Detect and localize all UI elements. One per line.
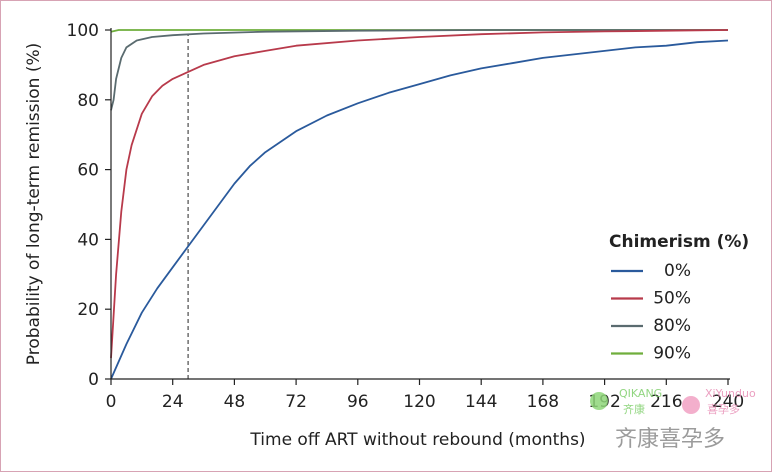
watermark: QIKANG 齐康 XiYunduo 喜孕多 齐康喜孕多 <box>590 387 756 452</box>
legend: Chimerism (%) 0% 50% 80% 90% <box>609 232 749 364</box>
axes: 020406080100024487296120144168192216240 <box>67 21 745 412</box>
y-tick-label: 40 <box>77 230 99 250</box>
series-line-50pct <box>110 29 729 359</box>
watermark-brand-cn: 齐康喜孕多 <box>615 427 725 452</box>
legend-label: 50% <box>653 289 691 309</box>
legend-title: Chimerism (%) <box>609 232 749 252</box>
plot-area <box>110 29 729 380</box>
watermark-brand-cn-small-1: 齐康 <box>623 402 645 416</box>
legend-label: 0% <box>664 261 691 281</box>
x-tick-label: 120 <box>403 392 435 412</box>
y-tick-label: 20 <box>77 300 99 320</box>
y-axis-title: Probability of long-term remission (%) <box>24 43 44 365</box>
watermark-brand-latin-2: XiYunduo <box>705 387 756 400</box>
series-line-0pct <box>110 39 729 380</box>
x-tick-label: 144 <box>465 392 497 412</box>
x-tick-label: 216 <box>650 392 682 412</box>
watermark-brand-latin: QIKANG <box>619 387 662 400</box>
x-tick-label: 24 <box>162 392 184 412</box>
watermark-brand-cn-small-2: 喜孕多 <box>707 402 740 416</box>
y-tick-label: 80 <box>77 91 99 111</box>
series-line-80pct <box>110 29 728 111</box>
watermark-logo-pink-icon <box>682 396 700 414</box>
x-tick-label: 96 <box>347 392 369 412</box>
x-tick-label: 240 <box>712 392 744 412</box>
y-tick-label: 60 <box>77 161 99 181</box>
x-tick-label: 168 <box>527 392 559 412</box>
y-tick-label: 0 <box>88 370 99 390</box>
legend-label: 80% <box>653 316 691 336</box>
x-tick-label: 0 <box>106 392 117 412</box>
legend-label: 90% <box>653 344 691 364</box>
x-tick-label: 48 <box>224 392 246 412</box>
x-axis-title: Time off ART without rebound (months) <box>249 430 585 450</box>
watermark-logo-green-icon <box>590 392 608 410</box>
x-tick-label: 72 <box>285 392 307 412</box>
y-tick-label: 100 <box>67 21 99 41</box>
